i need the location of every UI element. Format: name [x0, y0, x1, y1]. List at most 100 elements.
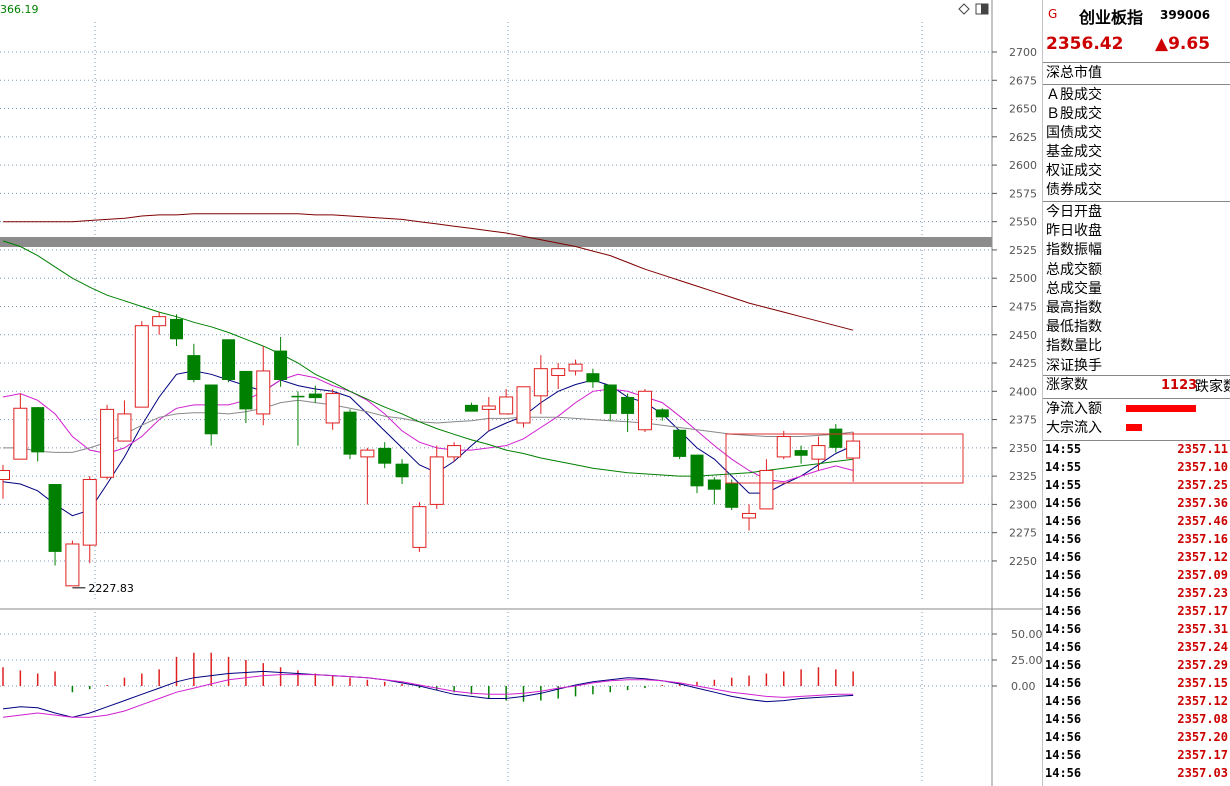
- ytick-label: 2375: [1009, 414, 1037, 427]
- tick-price: 2357.46: [1177, 514, 1228, 528]
- tick-price: 2357.09: [1177, 568, 1228, 582]
- tick-row[interactable]: 14:56 2357.24: [1043, 640, 1230, 658]
- tick-time: 14:55: [1045, 442, 1082, 456]
- candle-body: [13, 407, 28, 460]
- tick-price: 2357.23: [1177, 586, 1228, 600]
- tick-row[interactable]: 14:56 2357.29: [1043, 658, 1230, 676]
- highlight-box: [725, 433, 964, 484]
- candle-body: [412, 506, 427, 548]
- candle-body: [378, 447, 392, 464]
- ma-line: [3, 213, 854, 331]
- tick-row[interactable]: 14:56 2357.15: [1043, 676, 1230, 694]
- candle-body: [447, 445, 462, 458]
- tick-time: 14:56: [1045, 748, 1082, 762]
- tick-row[interactable]: 14:56 2357.46: [1043, 514, 1230, 532]
- tick-row[interactable]: 14:56 2357.03: [1043, 766, 1230, 784]
- ytick-label: 2500: [1009, 272, 1037, 285]
- tick-price: 2357.25: [1177, 478, 1228, 492]
- tick-time: 14:56: [1045, 586, 1082, 600]
- stat-label: 深总市值: [1046, 65, 1102, 81]
- group-badge: G: [1048, 7, 1058, 21]
- candle-body: [673, 429, 687, 457]
- tick-row[interactable]: 14:55 2357.25: [1043, 478, 1230, 496]
- tick-row[interactable]: 14:55 2357.11: [1043, 442, 1230, 460]
- candle-body: [586, 373, 600, 383]
- index-name: 创业板指: [1079, 8, 1144, 27]
- tick-row[interactable]: 14:55 2357.10: [1043, 460, 1230, 478]
- tick-time: 14:56: [1045, 676, 1082, 690]
- candle-body: [551, 368, 566, 376]
- tick-price: 2357.12: [1177, 550, 1228, 564]
- candle-body: [568, 363, 583, 372]
- tick-price: 2357.17: [1177, 748, 1228, 762]
- window-icon-fill: [981, 4, 988, 14]
- tick-price: 2357.17: [1177, 604, 1228, 618]
- candle-body: [31, 407, 45, 453]
- stat-label: 昨日收盘: [1046, 223, 1102, 240]
- sub-ytick-label: 0.00: [1011, 680, 1036, 693]
- tick-price: 2357.16: [1177, 532, 1228, 546]
- stat-label: 债券成交: [1046, 182, 1102, 198]
- tick-price: 2357.31: [1177, 622, 1228, 636]
- tick-time: 14:56: [1045, 694, 1082, 708]
- tick-row[interactable]: 14:56 2357.17: [1043, 748, 1230, 766]
- diamond-icon: [958, 3, 970, 15]
- candle-body: [204, 384, 218, 435]
- ytick-label: 2450: [1009, 329, 1037, 342]
- stat-label: 最低指数: [1046, 319, 1102, 336]
- candle-body: [65, 543, 80, 587]
- candle-body: [274, 350, 288, 380]
- ytick-label: 2600: [1009, 159, 1037, 172]
- candle-body: [846, 440, 861, 459]
- tick-row[interactable]: 14:56 2357.16: [1043, 532, 1230, 550]
- ytick-label: 2575: [1009, 187, 1037, 200]
- tick-row[interactable]: 14:56 2357.12: [1043, 550, 1230, 568]
- candle-body: [533, 368, 548, 397]
- ytick-label: 2425: [1009, 357, 1037, 370]
- sub-ytick-label: 25.00: [1011, 654, 1043, 667]
- index-header: G 创业板指 399006: [1043, 0, 1230, 30]
- candle-body: [152, 316, 167, 327]
- tick-row[interactable]: 14:56 2357.09: [1043, 568, 1230, 586]
- stat-label: 总成交额: [1046, 261, 1102, 278]
- candle-body: [82, 479, 97, 546]
- tick-time: 14:56: [1045, 568, 1082, 582]
- flow-row-1: 净流入额: [1043, 400, 1230, 419]
- candle-body: [325, 393, 340, 424]
- tick-row[interactable]: 14:56 2357.12: [1043, 694, 1230, 712]
- candle-body: [794, 450, 808, 456]
- net-inflow-bar: [1126, 405, 1196, 412]
- ytick-label: 2350: [1009, 442, 1037, 455]
- ytick-label: 2650: [1009, 103, 1037, 116]
- tick-row[interactable]: 14:56 2357.08: [1043, 712, 1230, 730]
- tick-price: 2357.36: [1177, 496, 1228, 510]
- tick-time: 14:55: [1045, 478, 1082, 492]
- stat-label: 指数振幅: [1046, 242, 1102, 259]
- candle-body: [429, 456, 444, 505]
- stat-label: 今日开盘: [1046, 204, 1102, 220]
- ma-line: [2, 373, 854, 483]
- tick-row[interactable]: 14:56 2357.17: [1043, 604, 1230, 622]
- ytick-label: 2325: [1009, 470, 1037, 483]
- tick-price: 2357.08: [1177, 712, 1228, 726]
- up-label: 涨家数: [1046, 377, 1088, 393]
- tick-time: 14:56: [1045, 712, 1082, 726]
- indicator-axis: 50.00 25.00 0.00: [992, 628, 1043, 693]
- ma-line: [2, 240, 854, 477]
- candle-body: [725, 482, 739, 508]
- tick-time: 14:56: [1045, 604, 1082, 618]
- tick-time: 14:56: [1045, 658, 1082, 672]
- ytick-label: 2550: [1009, 216, 1037, 229]
- candle-body: [707, 479, 721, 490]
- tick-price: 2357.24: [1177, 640, 1228, 654]
- tick-row[interactable]: 14:56 2357.36: [1043, 496, 1230, 514]
- top-left-label: 366.19: [0, 3, 39, 16]
- tick-row[interactable]: 14:56 2357.23: [1043, 586, 1230, 604]
- tick-row[interactable]: 14:56 2357.31: [1043, 622, 1230, 640]
- candle-body: [603, 384, 617, 414]
- candle-body: [117, 413, 132, 442]
- ytick-label: 2250: [1009, 555, 1037, 568]
- candle-body: [829, 428, 843, 448]
- tick-row[interactable]: 14:56 2357.20: [1043, 730, 1230, 748]
- ytick-label: 2525: [1009, 244, 1037, 257]
